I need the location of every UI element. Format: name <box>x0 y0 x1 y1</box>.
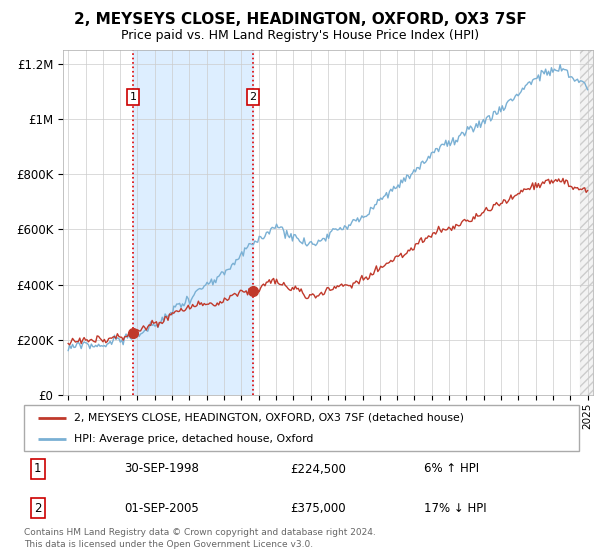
Text: 01-SEP-2005: 01-SEP-2005 <box>124 502 199 515</box>
Text: 30-SEP-1998: 30-SEP-1998 <box>124 463 199 475</box>
Text: 1: 1 <box>34 463 41 475</box>
Text: 6% ↑ HPI: 6% ↑ HPI <box>424 463 479 475</box>
Text: Contains HM Land Registry data © Crown copyright and database right 2024.
This d: Contains HM Land Registry data © Crown c… <box>24 528 376 549</box>
Text: Price paid vs. HM Land Registry's House Price Index (HPI): Price paid vs. HM Land Registry's House … <box>121 29 479 42</box>
Text: £224,500: £224,500 <box>290 463 346 475</box>
Text: 2, MEYSEYS CLOSE, HEADINGTON, OXFORD, OX3 7SF: 2, MEYSEYS CLOSE, HEADINGTON, OXFORD, OX… <box>74 12 526 27</box>
Text: 2: 2 <box>250 92 256 102</box>
FancyBboxPatch shape <box>24 405 579 451</box>
Bar <box>133 50 253 395</box>
Text: 1: 1 <box>130 92 137 102</box>
Text: HPI: Average price, detached house, Oxford: HPI: Average price, detached house, Oxfo… <box>74 435 313 444</box>
Bar <box>580 50 593 395</box>
Text: 2, MEYSEYS CLOSE, HEADINGTON, OXFORD, OX3 7SF (detached house): 2, MEYSEYS CLOSE, HEADINGTON, OXFORD, OX… <box>74 413 464 423</box>
Text: £375,000: £375,000 <box>290 502 346 515</box>
Text: 2: 2 <box>34 502 41 515</box>
Bar <box>580 50 593 395</box>
Text: 17% ↓ HPI: 17% ↓ HPI <box>424 502 486 515</box>
